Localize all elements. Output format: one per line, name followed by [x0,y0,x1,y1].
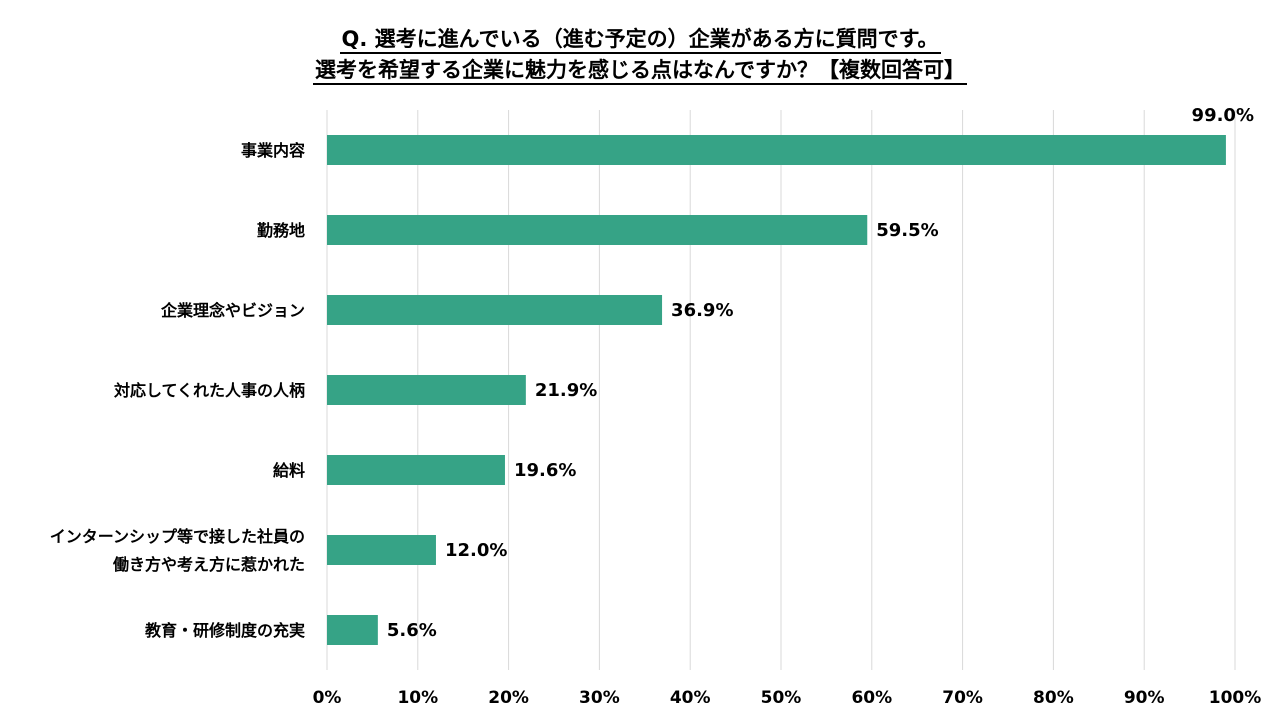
x-tick-label: 20% [488,688,529,708]
category-label: 対応してくれた人事の人柄 [113,381,305,400]
data-label: 12.0% [445,540,507,561]
category-label: 勤務地 [257,221,305,240]
data-label: 19.6% [514,460,576,481]
chart-title-line-2: 選考を希望する企業に魅力を感じる点はなんですか？【複数回答可】 [0,57,1280,85]
bar [327,215,868,245]
category-label: 働き方や考え方に惹かれた [112,555,305,574]
bar [327,135,1226,165]
chart-title-line-1: Q. 選考に進んでいる（進む予定の）企業がある方に質問です。 [0,26,1280,54]
category-label: 給料 [273,461,305,480]
x-tick-label: 10% [397,688,438,708]
x-tick-label: 30% [579,688,620,708]
x-tick-label: 70% [942,688,983,708]
bar [327,295,663,325]
category-label: 事業内容 [241,141,305,160]
data-label: 99.0% [1192,105,1254,126]
category-label: 企業理念やビジョン [160,301,305,320]
x-tick-label: 90% [1124,688,1165,708]
x-tick-label: 60% [851,688,892,708]
data-label: 21.9% [535,380,597,401]
x-tick-label: 100% [1209,688,1262,708]
data-label: 59.5% [876,220,938,241]
bar [327,375,526,405]
data-label: 36.9% [671,300,733,321]
x-tick-label: 80% [1033,688,1074,708]
bar [327,535,436,565]
x-tick-label: 0% [313,688,342,708]
x-tick-label: 40% [670,688,711,708]
data-label: 5.6% [387,620,437,641]
bar [327,455,505,485]
category-label: インターンシップ等で接した社員の [50,527,305,546]
x-tick-label: 50% [761,688,802,708]
bar [327,615,378,645]
category-label: 教育・研修制度の充実 [145,621,305,640]
